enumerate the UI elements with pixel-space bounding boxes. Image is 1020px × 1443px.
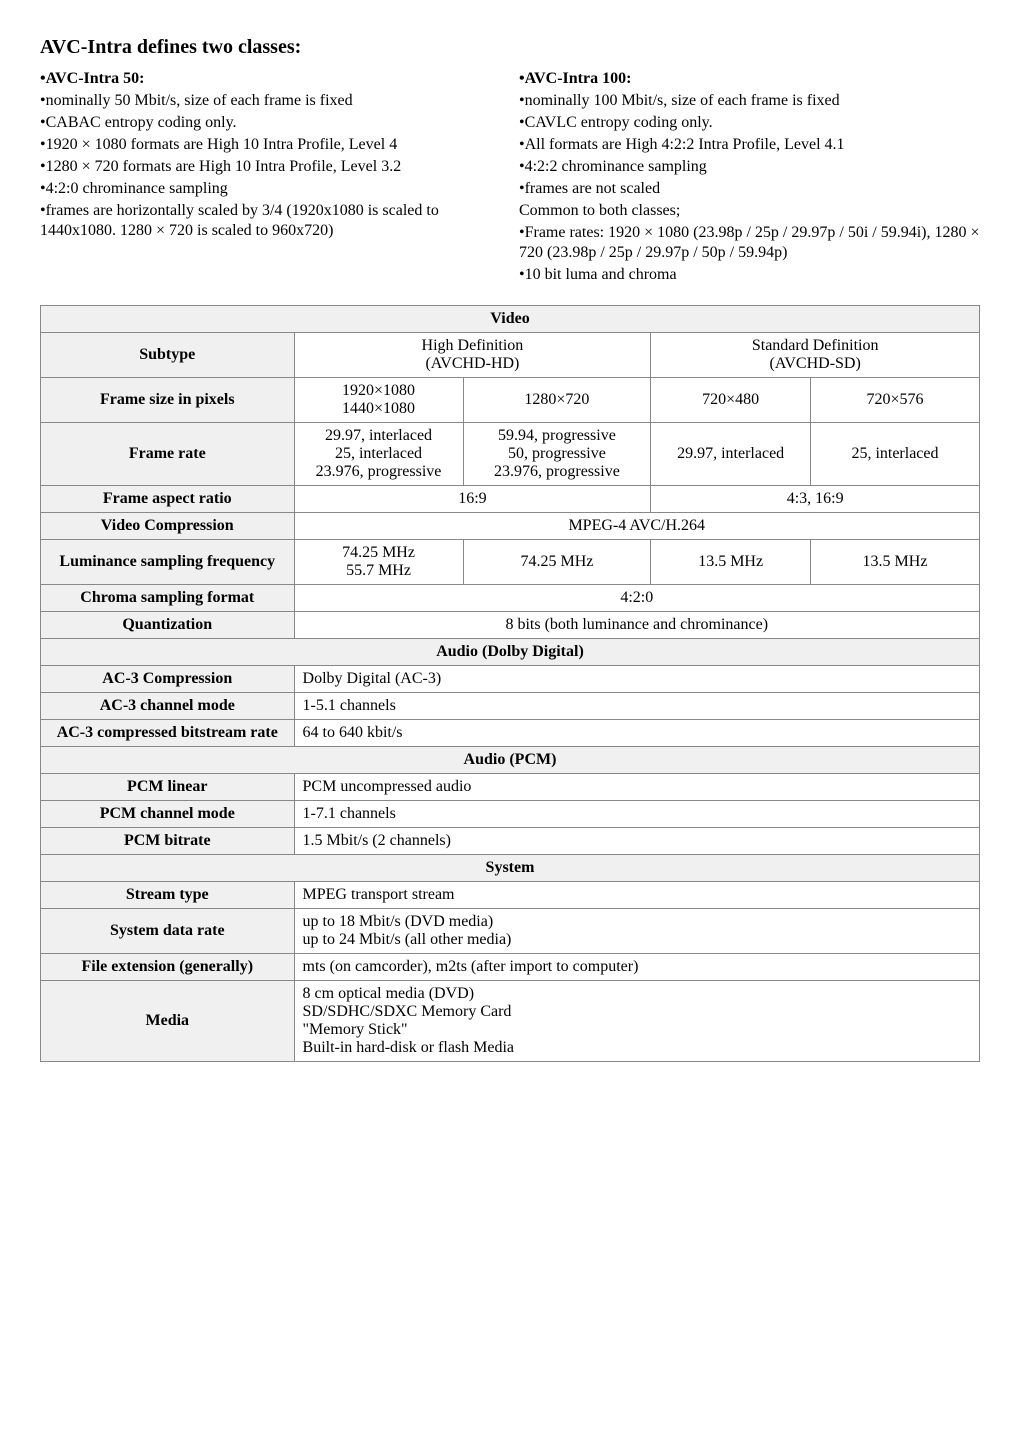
page-title: AVC-Intra defines two classes:	[40, 36, 980, 59]
left-line: •1280 × 720 formats are High 10 Intra Pr…	[40, 157, 501, 177]
cell: 4:3, 16:9	[651, 486, 980, 513]
cell: 1280×720	[463, 378, 651, 423]
spec-table: Video Subtype High Definition(AVCHD-HD) …	[40, 305, 980, 1062]
quantization-label: Quantization	[41, 612, 295, 639]
subtype-label: Subtype	[41, 333, 295, 378]
cell: MPEG transport stream	[294, 882, 979, 909]
cell: 29.97, interlaced	[651, 423, 811, 486]
right-line: •Frame rates: 1920 × 1080 (23.98p / 25p …	[519, 223, 980, 263]
avc-intra-100-header: •AVC-Intra 100:	[519, 70, 631, 87]
cell: 64 to 640 kbit/s	[294, 720, 979, 747]
pcm-bitrate-label: PCM bitrate	[41, 828, 295, 855]
frame-size-label: Frame size in pixels	[41, 378, 295, 423]
left-line: •4:2:0 chrominance sampling	[40, 179, 501, 199]
cell: MPEG-4 AVC/H.264	[294, 513, 979, 540]
hd-header: High Definition(AVCHD-HD)	[294, 333, 651, 378]
right-line: •All formats are High 4:2:2 Intra Profil…	[519, 135, 980, 155]
cell: 13.5 MHz	[651, 540, 811, 585]
luminance-label: Luminance sampling frequency	[41, 540, 295, 585]
cell: 1-7.1 channels	[294, 801, 979, 828]
cell: 8 cm optical media (DVD)SD/SDHC/SDXC Mem…	[294, 981, 979, 1062]
cell: 1920×10801440×1080	[294, 378, 463, 423]
cell: 720×480	[651, 378, 811, 423]
system-header: System	[41, 855, 980, 882]
right-line: •4:2:2 chrominance sampling	[519, 157, 980, 177]
ac3-channel-label: AC-3 channel mode	[41, 693, 295, 720]
right-line: •CAVLC entropy coding only.	[519, 113, 980, 133]
cell: 16:9	[294, 486, 651, 513]
left-line: •nominally 50 Mbit/s, size of each frame…	[40, 91, 501, 111]
cell: 74.25 MHz55.7 MHz	[294, 540, 463, 585]
video-section-header: Video	[41, 306, 980, 333]
cell: 8 bits (both luminance and chrominance)	[294, 612, 979, 639]
cell: 1-5.1 channels	[294, 693, 979, 720]
audio-pcm-header: Audio (PCM)	[41, 747, 980, 774]
ac3-bitrate-label: AC-3 compressed bitstream rate	[41, 720, 295, 747]
sd-header: Standard Definition(AVCHD-SD)	[651, 333, 980, 378]
frame-rate-label: Frame rate	[41, 423, 295, 486]
left-line: •CABAC entropy coding only.	[40, 113, 501, 133]
left-column: •AVC-Intra 50: •nominally 50 Mbit/s, siz…	[40, 69, 501, 287]
right-line: Common to both classes;	[519, 201, 980, 221]
left-line: •1920 × 1080 formats are High 10 Intra P…	[40, 135, 501, 155]
cell: mts (on camcorder), m2ts (after import t…	[294, 954, 979, 981]
pcm-channel-label: PCM channel mode	[41, 801, 295, 828]
cell: 74.25 MHz	[463, 540, 651, 585]
ac3-compression-label: AC-3 Compression	[41, 666, 295, 693]
cell: 59.94, progressive50, progressive23.976,…	[463, 423, 651, 486]
stream-type-label: Stream type	[41, 882, 295, 909]
cell: 29.97, interlaced25, interlaced23.976, p…	[294, 423, 463, 486]
right-line: •10 bit luma and chroma	[519, 265, 980, 285]
video-compression-label: Video Compression	[41, 513, 295, 540]
right-column: •AVC-Intra 100: •nominally 100 Mbit/s, s…	[519, 69, 980, 287]
left-line: •frames are horizontally scaled by 3/4 (…	[40, 201, 501, 241]
chroma-label: Chroma sampling format	[41, 585, 295, 612]
cell: 720×576	[810, 378, 979, 423]
avc-intra-50-header: •AVC-Intra 50:	[40, 70, 144, 87]
audio-dolby-header: Audio (Dolby Digital)	[41, 639, 980, 666]
aspect-label: Frame aspect ratio	[41, 486, 295, 513]
system-data-rate-label: System data rate	[41, 909, 295, 954]
cell: 4:2:0	[294, 585, 979, 612]
cell: Dolby Digital (AC-3)	[294, 666, 979, 693]
right-line: •frames are not scaled	[519, 179, 980, 199]
right-line: •nominally 100 Mbit/s, size of each fram…	[519, 91, 980, 111]
two-column-section: •AVC-Intra 50: •nominally 50 Mbit/s, siz…	[40, 69, 980, 287]
cell: up to 18 Mbit/s (DVD media)up to 24 Mbit…	[294, 909, 979, 954]
cell: 13.5 MHz	[810, 540, 979, 585]
cell: 1.5 Mbit/s (2 channels)	[294, 828, 979, 855]
pcm-linear-label: PCM linear	[41, 774, 295, 801]
file-extension-label: File extension (generally)	[41, 954, 295, 981]
media-label: Media	[41, 981, 295, 1062]
cell: 25, interlaced	[810, 423, 979, 486]
cell: PCM uncompressed audio	[294, 774, 979, 801]
